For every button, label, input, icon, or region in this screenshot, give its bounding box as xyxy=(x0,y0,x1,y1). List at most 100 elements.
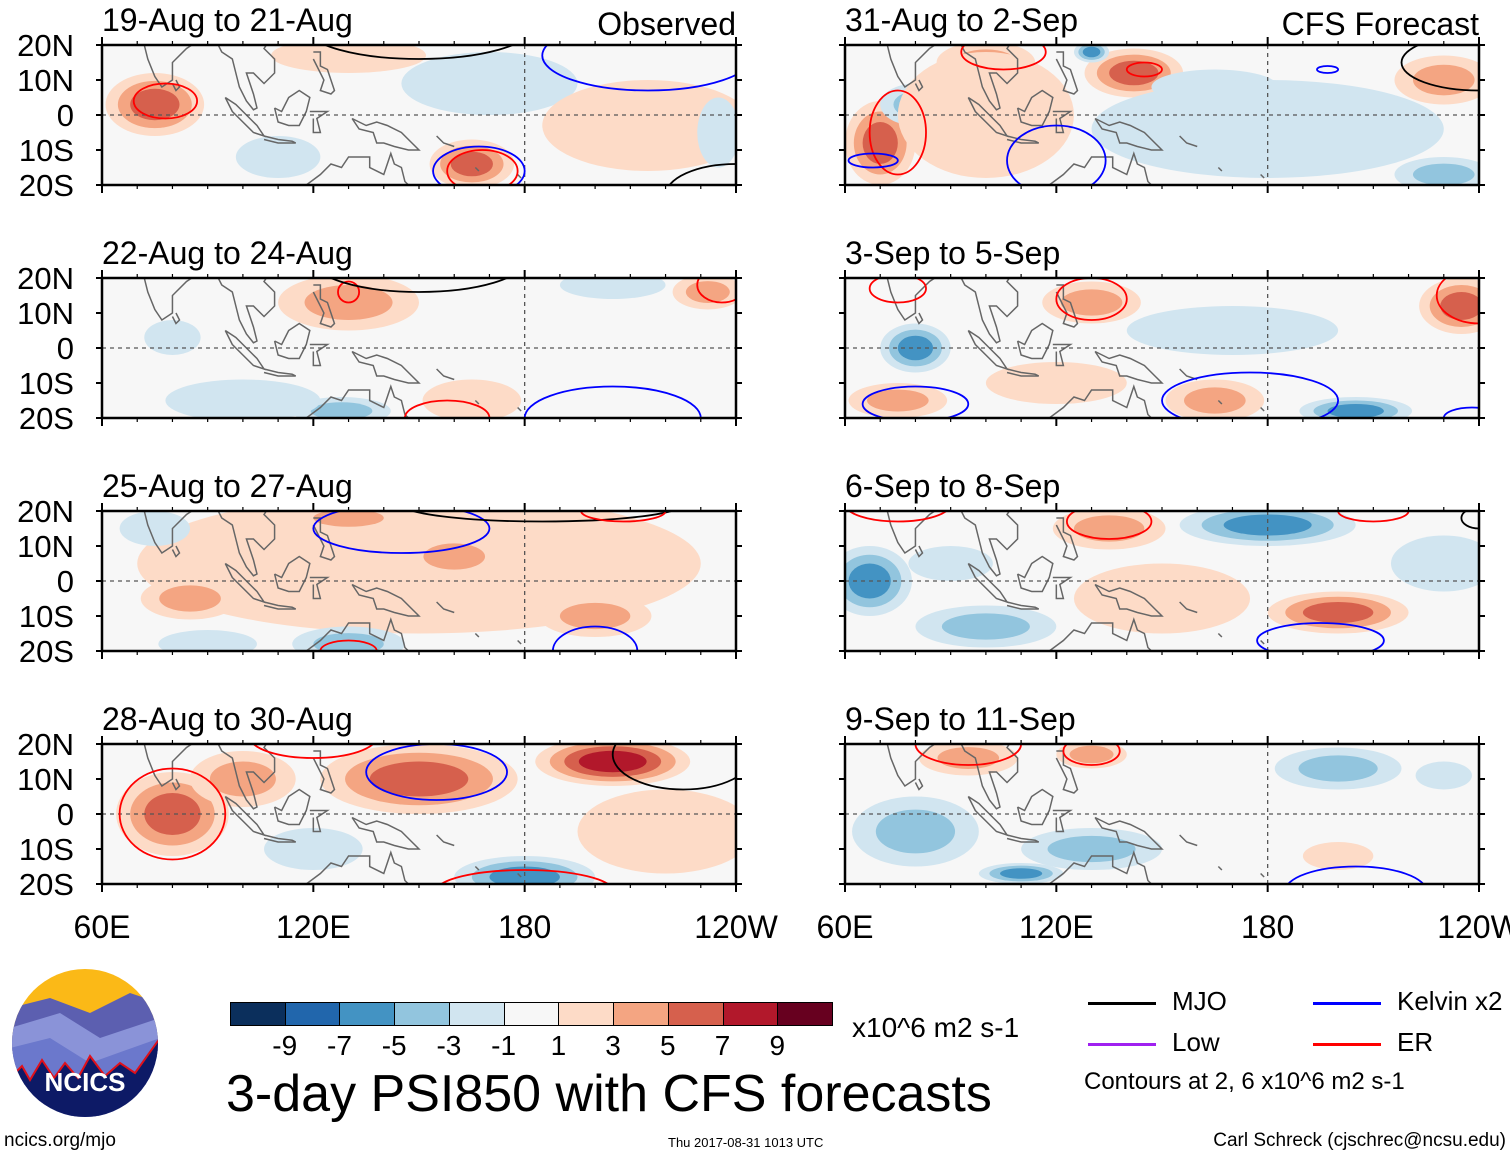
legend-swatch xyxy=(1088,1002,1156,1005)
coastline xyxy=(436,368,455,381)
colorbar-swatch xyxy=(558,1002,615,1026)
colorbar-swatch xyxy=(777,1002,833,1026)
colorbar-label: -5 xyxy=(381,1030,407,1061)
kelvin-contour xyxy=(1256,622,1385,651)
y-tick-label: 20S xyxy=(18,634,74,669)
coastline xyxy=(351,583,421,617)
anomaly-shading xyxy=(159,585,221,612)
x-tick-label: 180 xyxy=(497,909,552,945)
coastline xyxy=(960,511,1019,577)
coastline xyxy=(1052,809,1073,833)
anomaly-shading xyxy=(235,136,321,178)
er-contour xyxy=(1125,61,1163,78)
anomaly-shading xyxy=(1412,64,1475,96)
anomaly-shading xyxy=(1223,514,1312,536)
coastline xyxy=(1179,135,1198,148)
anomaly-shading xyxy=(559,278,666,299)
anomaly-shading xyxy=(867,389,929,412)
anomaly-shading xyxy=(271,45,427,73)
y-tick-label: 20N xyxy=(17,727,74,762)
coastline xyxy=(143,278,194,322)
anomaly-shading xyxy=(897,52,1074,178)
y-tick-label: 20S xyxy=(18,168,74,203)
coastline xyxy=(1034,384,1153,418)
x-tick-label: 60E xyxy=(73,909,131,945)
map-svg xyxy=(96,503,742,659)
anomaly-shading xyxy=(999,868,1043,879)
anomaly-shading xyxy=(1440,292,1479,320)
coastline xyxy=(171,545,181,558)
coastline xyxy=(1016,89,1054,127)
anomaly-shading xyxy=(1184,387,1246,414)
coastline xyxy=(1052,343,1073,367)
coastline xyxy=(1217,399,1223,405)
legend-label: Low xyxy=(1172,1027,1220,1057)
coastline xyxy=(474,166,480,172)
anomaly-shading xyxy=(1412,163,1475,185)
coastline xyxy=(171,312,181,325)
footer-url[interactable]: ncics.org/mjo xyxy=(4,1130,116,1151)
legend-label: MJO xyxy=(1172,986,1227,1016)
anomaly-shading xyxy=(422,379,522,418)
y-tick-label: 20N xyxy=(17,494,74,529)
colorbar-label: 1 xyxy=(550,1030,567,1061)
legend-swatch xyxy=(1313,1043,1381,1046)
coastline xyxy=(1006,368,1040,377)
coastline xyxy=(1016,555,1054,593)
kelvin-contour xyxy=(861,385,970,418)
er-contour xyxy=(132,82,199,120)
y-tick-label: 10S xyxy=(18,832,74,867)
anomaly-shading xyxy=(369,761,469,797)
coastline xyxy=(312,51,336,95)
kelvin-contour xyxy=(1161,371,1339,418)
x-tick-label: 120W xyxy=(1437,909,1510,945)
contour-note: Contours at 2, 6 x10^6 m2 s-1 xyxy=(1084,1068,1405,1095)
coastline xyxy=(351,117,421,151)
y-tick-label: 10N xyxy=(17,63,74,98)
y-tick-label: 20S xyxy=(18,867,74,902)
coastline xyxy=(1034,617,1153,651)
map-svg xyxy=(96,736,742,892)
coastline xyxy=(474,632,480,638)
coastline xyxy=(1260,406,1265,412)
anomaly-shading xyxy=(542,80,736,171)
y-tick-label: 20S xyxy=(18,401,74,436)
anomaly-shading xyxy=(264,828,363,870)
anomaly-shading xyxy=(1082,46,1101,58)
anomaly-shading xyxy=(1302,842,1374,870)
x-tick-label: 120W xyxy=(694,909,778,945)
coastline xyxy=(1034,151,1153,185)
map-panel xyxy=(96,270,742,426)
panel-source-tag: CFS Forecast xyxy=(1281,6,1479,42)
coastline xyxy=(143,511,194,555)
map-svg xyxy=(839,503,1485,659)
kelvin-contour xyxy=(1316,65,1340,74)
colorbar-swatch xyxy=(394,1002,450,1026)
y-tick-label: 0 xyxy=(56,564,74,599)
colorbar-label: -7 xyxy=(327,1030,352,1061)
er-contour xyxy=(1066,511,1153,540)
mjo-contour xyxy=(1460,511,1479,530)
anomaly-shading xyxy=(862,122,898,164)
coastline xyxy=(517,173,522,179)
map-panel xyxy=(839,270,1485,426)
anomaly-shading xyxy=(941,613,1030,640)
coastline xyxy=(474,865,480,871)
coastline xyxy=(1094,816,1164,850)
er-contour xyxy=(440,869,610,884)
coastline xyxy=(1217,865,1223,871)
er-contour xyxy=(319,639,378,651)
coastline xyxy=(886,744,937,788)
colorbar-swatch xyxy=(448,1002,505,1026)
coastline xyxy=(1052,110,1073,134)
anomaly-shading xyxy=(158,630,257,651)
y-tick-label: 10N xyxy=(17,296,74,331)
coastline xyxy=(291,617,410,651)
colorbar-label: -9 xyxy=(272,1030,298,1061)
x-tick-label: 180 xyxy=(1240,909,1295,945)
coastline xyxy=(263,135,297,144)
coastline xyxy=(1260,639,1265,645)
panel-title: 31-Aug to 2-Sep xyxy=(845,2,1079,38)
coastline xyxy=(517,406,522,412)
footer-author: Carl Schreck (cjschrec@ncsu.edu) xyxy=(1213,1130,1506,1151)
